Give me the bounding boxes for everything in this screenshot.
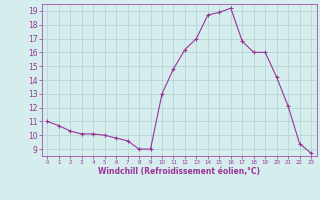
X-axis label: Windchill (Refroidissement éolien,°C): Windchill (Refroidissement éolien,°C): [98, 167, 260, 176]
